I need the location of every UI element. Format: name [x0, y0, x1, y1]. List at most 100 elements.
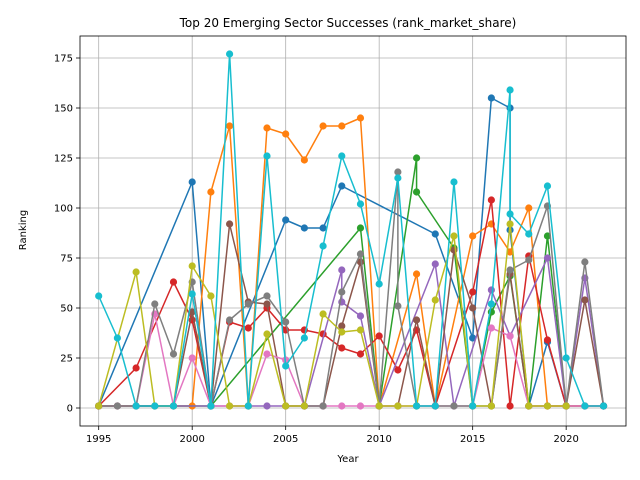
- y-tick-label: 175: [54, 54, 73, 65]
- data-point: [132, 364, 140, 372]
- data-point: [300, 402, 308, 410]
- data-point: [581, 258, 589, 266]
- data-point: [282, 362, 290, 370]
- data-point: [356, 326, 365, 334]
- data-point: [356, 402, 365, 410]
- data-point: [412, 154, 421, 162]
- data-point: [188, 262, 196, 270]
- data-point: [95, 292, 103, 300]
- data-point: [506, 248, 514, 256]
- data-point: [412, 188, 421, 196]
- series-line: [98, 171, 605, 407]
- data-point: [487, 94, 495, 102]
- data-point: [132, 268, 140, 276]
- data-point: [506, 332, 514, 340]
- data-point: [543, 336, 552, 344]
- data-point: [581, 402, 589, 410]
- data-point: [338, 182, 346, 190]
- data-point: [225, 50, 234, 58]
- x-tick-label: 2005: [273, 434, 298, 445]
- data-point: [412, 270, 421, 278]
- gridlines: [80, 36, 626, 426]
- data-point: [356, 350, 365, 358]
- data-point: [487, 286, 495, 294]
- data-point: [543, 254, 552, 262]
- data-point: [506, 266, 514, 274]
- data-point: [319, 122, 327, 130]
- data-point: [356, 114, 365, 122]
- data-point: [338, 328, 346, 336]
- data-point: [244, 324, 252, 332]
- data-point: [113, 402, 121, 410]
- data-point: [525, 256, 533, 264]
- data-point: [169, 350, 178, 358]
- x-axis-label: Year: [336, 454, 359, 465]
- data-point: [338, 288, 346, 296]
- data-point: [506, 220, 514, 228]
- data-point: [356, 200, 365, 208]
- series-10: [95, 50, 608, 410]
- data-point: [543, 232, 552, 240]
- data-point: [319, 310, 327, 318]
- data-point: [151, 300, 159, 308]
- data-point: [263, 330, 271, 338]
- data-point: [469, 334, 477, 342]
- series-line: [98, 223, 605, 407]
- data-point: [338, 152, 346, 160]
- data-point: [469, 288, 477, 296]
- y-axis-ticks: 0 25 50 75 100 125 150 175: [54, 54, 80, 415]
- data-point: [487, 300, 495, 308]
- data-point: [506, 402, 514, 410]
- data-point: [188, 354, 196, 362]
- data-point: [169, 278, 178, 286]
- plot-frame: [79, 35, 627, 427]
- y-tick-label: 100: [54, 204, 73, 215]
- data-point: [412, 316, 421, 324]
- data-point: [412, 402, 421, 410]
- data-point: [300, 334, 308, 342]
- data-point: [244, 300, 252, 308]
- data-point: [543, 182, 552, 190]
- data-point: [356, 224, 365, 232]
- data-point: [394, 168, 402, 176]
- data-point: [225, 220, 234, 228]
- data-point: [431, 402, 439, 410]
- data-point: [169, 402, 178, 410]
- data-point: [263, 300, 271, 308]
- data-point: [525, 204, 533, 212]
- data-point: [263, 124, 271, 132]
- data-point: [225, 122, 234, 130]
- chart-title: Top 20 Emerging Sector Successes (rank_m…: [179, 16, 517, 30]
- data-point: [543, 402, 552, 410]
- series-line: [98, 313, 604, 407]
- x-axis-ticks: 1995 2000 2005 2010 2015 2020: [86, 426, 579, 445]
- data-point: [431, 296, 439, 304]
- data-point: [282, 130, 290, 138]
- data-point: [282, 216, 290, 224]
- data-point: [562, 354, 570, 362]
- series-group: [95, 50, 608, 410]
- data-point: [450, 402, 458, 410]
- data-point: [95, 402, 103, 410]
- x-tick-label: 1995: [86, 434, 111, 445]
- x-tick-label: 2010: [366, 434, 391, 445]
- y-tick-label: 150: [54, 104, 73, 115]
- data-point: [525, 230, 533, 238]
- data-point: [207, 188, 215, 196]
- data-point: [207, 402, 215, 410]
- data-point: [356, 250, 365, 258]
- data-point: [263, 402, 271, 410]
- data-point: [207, 292, 215, 300]
- data-point: [375, 402, 383, 410]
- x-tick-label: 2015: [460, 434, 485, 445]
- data-point: [338, 266, 346, 274]
- data-point: [151, 402, 159, 410]
- data-point: [244, 402, 252, 410]
- data-point: [487, 196, 495, 204]
- data-point: [263, 350, 271, 358]
- y-axis-label: Ranking: [18, 210, 29, 250]
- data-point: [394, 366, 402, 374]
- data-point: [581, 296, 589, 304]
